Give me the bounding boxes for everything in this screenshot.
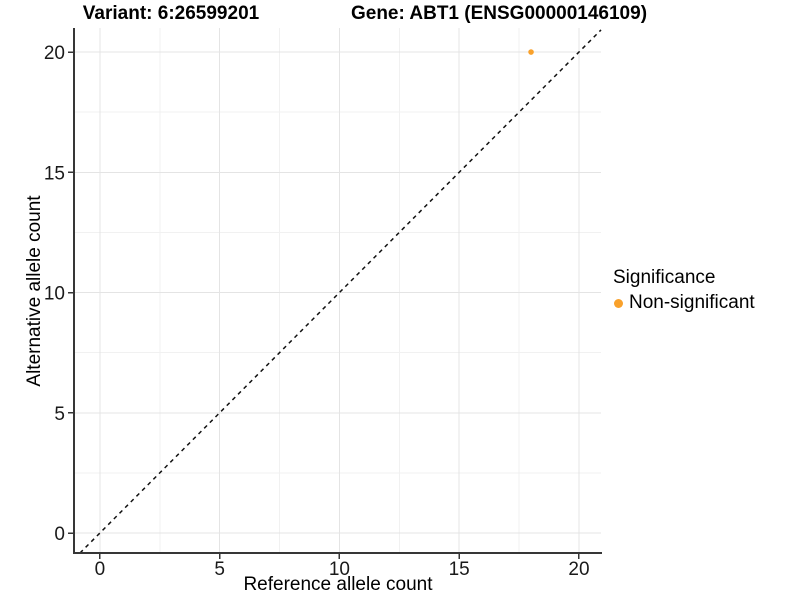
y-tick-label: 20	[44, 43, 65, 64]
x-tick-label: 5	[214, 559, 225, 580]
x-tick-label: 10	[329, 559, 350, 580]
y-axis-title: Alternative allele count	[24, 195, 45, 387]
y-tick-label: 10	[44, 284, 65, 305]
y-tick-label: 0	[54, 524, 65, 545]
legend: Significance Non-significant	[611, 267, 755, 314]
legend-dot-icon	[614, 298, 623, 308]
y-tick-label: 5	[54, 404, 65, 425]
legend-item-non-significant: Non-significant	[611, 292, 755, 314]
identity-reference-line	[79, 29, 602, 554]
x-tick-label: 15	[449, 559, 470, 580]
legend-item-label: Non-significant	[629, 292, 755, 313]
x-tick-label: 20	[568, 559, 589, 580]
data-point	[528, 49, 534, 55]
x-axis-title: Reference allele count	[243, 574, 433, 595]
plot-title-gene: Gene: ABT1 (ENSG00000146109)	[350, 3, 648, 24]
x-tick-label: 0	[95, 559, 106, 580]
plot-title-variant: Variant: 6:26599201	[82, 3, 260, 24]
y-tick-label: 15	[44, 163, 65, 184]
legend-title: Significance	[613, 267, 716, 288]
